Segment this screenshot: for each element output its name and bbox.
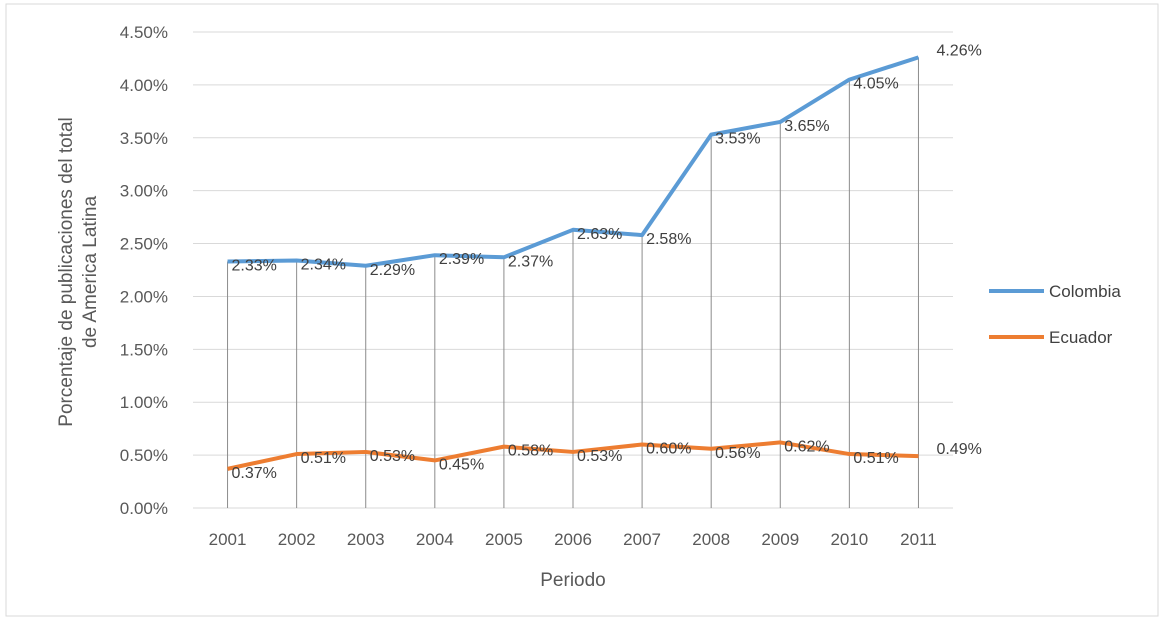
x-tick-label: 2011 xyxy=(900,530,937,549)
data-label-ecuador: 0.58% xyxy=(508,443,553,460)
series-line-ecuador xyxy=(227,440,919,471)
data-label-ecuador: 0.37% xyxy=(232,465,277,482)
series-line-colombia xyxy=(227,55,920,268)
data-label-colombia: 2.63% xyxy=(577,226,622,243)
y-tick-label: 4.50% xyxy=(120,23,168,42)
y-tick-label: 2.50% xyxy=(120,235,168,254)
data-label-ecuador: 0.60% xyxy=(646,441,691,458)
y-tick-label: 1.00% xyxy=(120,393,168,412)
x-tick-label: 2008 xyxy=(692,530,730,549)
data-label-colombia: 3.53% xyxy=(715,131,760,148)
data-label-colombia: 2.34% xyxy=(301,256,346,273)
data-label-ecuador: 0.53% xyxy=(577,448,622,465)
data-label-colombia: 2.58% xyxy=(646,231,691,248)
data-label-ecuador: 0.45% xyxy=(439,456,484,473)
x-tick-label: 2004 xyxy=(416,530,454,549)
x-tick-label: 2005 xyxy=(485,530,523,549)
y-axis-title: Porcentaje de publicaciones del total de … xyxy=(56,117,101,426)
legend-label-colombia: Colombia xyxy=(1049,282,1121,301)
data-label-ecuador: 0.62% xyxy=(784,438,829,455)
x-axis-title: Periodo xyxy=(540,570,606,591)
x-axis-ticks: 2001 2002 2003 2004 2005 2006 2007 2008 2009 2010… xyxy=(209,530,937,549)
data-label-colombia: 4.05% xyxy=(853,76,898,93)
data-label-colombia: 2.37% xyxy=(508,253,553,270)
data-labels: 2.33% 2.34% 2.29% 2.39% 2.37% 2.63% 2.58% 3.53%… xyxy=(232,42,982,481)
svg-text:Porcentaje de publicaciones de: Porcentaje de publicaciones del total de … xyxy=(56,117,101,426)
data-label-ecuador: 0.56% xyxy=(715,445,760,462)
y-axis-ticks: 0.00% 0.50% 1.00% 1.50% 2.00% 2.50% 3.00% 3.50%… xyxy=(120,23,168,518)
y-tick-label: 2.00% xyxy=(120,287,168,306)
data-label-ecuador: 0.53% xyxy=(370,448,415,465)
data-label-ecuador: 0.51% xyxy=(853,450,898,467)
y-tick-label: 0.00% xyxy=(120,499,168,518)
series-lines xyxy=(227,55,920,471)
x-tick-label: 2010 xyxy=(830,530,868,549)
x-tick-label: 2001 xyxy=(209,530,247,549)
x-tick-label: 2003 xyxy=(347,530,385,549)
data-label-colombia: 4.26% xyxy=(936,42,981,59)
data-label-colombia: 2.33% xyxy=(232,258,277,275)
x-tick-label: 2009 xyxy=(761,530,799,549)
x-tick-label: 2007 xyxy=(623,530,661,549)
y-tick-label: 3.50% xyxy=(120,129,168,148)
data-label-colombia: 2.29% xyxy=(370,262,415,279)
x-tick-label: 2002 xyxy=(278,530,316,549)
data-label-ecuador: 0.51% xyxy=(301,450,346,467)
y-tick-label: 3.00% xyxy=(120,182,168,201)
y-tick-label: 1.50% xyxy=(120,340,168,359)
data-label-colombia: 3.65% xyxy=(784,118,829,135)
chart-frame xyxy=(5,3,1159,617)
legend: Colombia Ecuador xyxy=(989,282,1121,347)
x-tick-label: 2006 xyxy=(554,530,592,549)
y-tick-label: 0.50% xyxy=(120,446,168,465)
data-label-colombia: 2.39% xyxy=(439,251,484,268)
y-tick-label: 4.00% xyxy=(120,76,168,95)
drop-lines xyxy=(227,57,919,508)
legend-label-ecuador: Ecuador xyxy=(1049,328,1113,347)
data-label-ecuador: 0.49% xyxy=(936,441,981,458)
